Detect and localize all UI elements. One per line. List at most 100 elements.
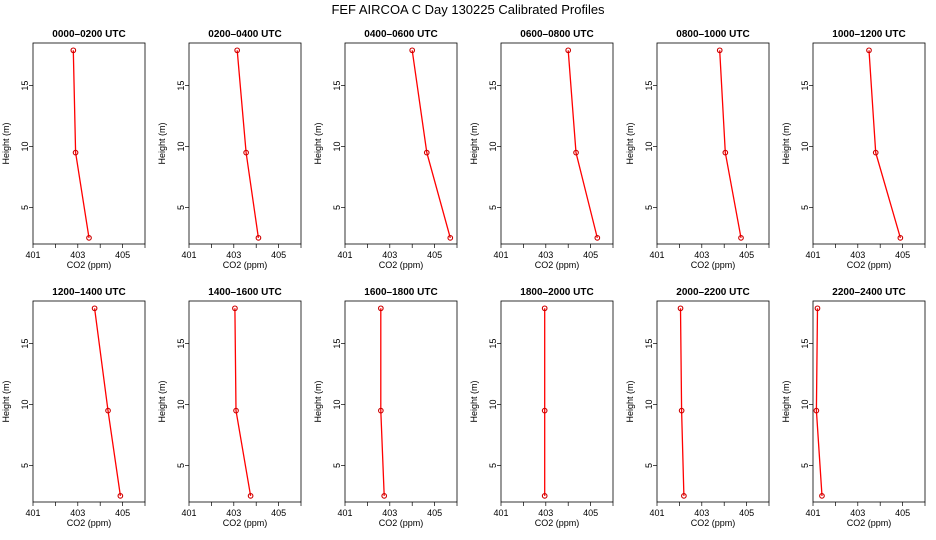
profile-line — [411, 50, 451, 239]
y-tick-label: 15 — [20, 339, 30, 349]
x-tick-label: 405 — [271, 250, 286, 260]
x-tick-label: 403 — [226, 508, 241, 518]
data-point — [243, 149, 249, 156]
data-point — [381, 493, 388, 499]
x-axis-label: CO2 (ppm) — [847, 260, 892, 270]
x-axis-label: CO2 (ppm) — [67, 260, 112, 270]
y-tick-label: 10 — [800, 400, 810, 410]
data-point — [738, 235, 744, 241]
y-tick-label: 5 — [644, 463, 654, 468]
x-tick-label: 403 — [382, 250, 397, 260]
y-tick-label: 15 — [176, 339, 186, 349]
x-tick-label: 403 — [850, 508, 865, 518]
x-tick-label: 405 — [895, 250, 910, 260]
y-tick-label: 15 — [332, 339, 342, 349]
x-tick-label: 401 — [805, 508, 820, 518]
y-axis-label: Height (m) — [625, 122, 635, 164]
x-axis-label: CO2 (ppm) — [535, 518, 580, 528]
profile-line — [380, 308, 385, 496]
figure-title: FEF AIRCOA C Day 130225 Calibrated Profi… — [331, 2, 605, 17]
y-tick-label: 10 — [488, 142, 498, 152]
x-tick-label: 401 — [337, 508, 352, 518]
data-point — [814, 305, 821, 312]
x-tick-label: 403 — [850, 250, 865, 260]
panel-1: 0000–0200 UTC 401 403 405 5 10 15 CO2 (ppm) Heig… — [1, 29, 146, 270]
y-tick-label: 15 — [488, 81, 498, 91]
y-axis-label: Height (m) — [157, 380, 167, 422]
x-tick-label: 403 — [382, 508, 397, 518]
y-tick-label: 15 — [488, 339, 498, 349]
x-axis-label: CO2 (ppm) — [691, 518, 736, 528]
panel-10: 1800–2000 UTC 401 403 405 5 10 15 CO2 (ppm) Heig… — [469, 287, 614, 528]
profile-line — [72, 50, 90, 239]
x-tick-label: 405 — [895, 508, 910, 518]
x-axis-label: CO2 (ppm) — [379, 260, 424, 270]
x-tick-label: 405 — [427, 250, 442, 260]
data-point — [255, 235, 262, 241]
data-point — [677, 305, 684, 312]
panel-2: 0200–0400 UTC 401 403 405 5 10 15 CO2 (ppm) Heig… — [157, 29, 302, 270]
data-point — [866, 47, 872, 54]
y-axis-label: Height (m) — [313, 122, 323, 164]
x-tick-label: 403 — [226, 250, 241, 260]
panel-title: 2200–2400 UTC — [832, 287, 905, 298]
data-point — [423, 149, 430, 156]
data-point — [409, 47, 416, 54]
y-tick-label: 10 — [644, 400, 654, 410]
data-point — [541, 493, 548, 499]
x-tick-label: 403 — [70, 508, 85, 518]
data-point — [377, 407, 384, 414]
panel-8: 1400–1600 UTC 401 403 405 5 10 15 CO2 (ppm) Heig… — [157, 287, 302, 528]
data-point — [447, 235, 454, 241]
data-point — [722, 149, 729, 156]
y-tick-label: 10 — [488, 400, 498, 410]
data-point — [233, 407, 239, 414]
panel-11: 2000–2200 UTC 401 403 405 5 10 15 CO2 (ppm) Heig… — [625, 287, 770, 528]
plot-frame — [32, 300, 146, 503]
x-tick-label: 405 — [583, 250, 598, 260]
y-axis-label: Height (m) — [469, 380, 479, 422]
x-axis-label: CO2 (ppm) — [847, 518, 892, 528]
x-tick-label: 405 — [115, 250, 130, 260]
y-tick-label: 10 — [332, 400, 342, 410]
y-tick-label: 5 — [20, 205, 30, 210]
panel-5: 0800–1000 UTC 401 403 405 5 10 15 CO2 (ppm) Heig… — [625, 29, 770, 270]
panel-title: 1400–1600 UTC — [208, 287, 281, 298]
x-tick-label: 401 — [25, 508, 40, 518]
profile-line — [868, 50, 902, 239]
panel-7: 1200–1400 UTC 401 403 405 5 10 15 CO2 (ppm) Heig… — [1, 287, 146, 528]
plot-frame — [500, 300, 614, 503]
y-tick-label: 10 — [332, 142, 342, 152]
y-tick-label: 15 — [644, 81, 654, 91]
data-point — [72, 149, 79, 156]
y-tick-label: 15 — [800, 81, 810, 91]
x-tick-label: 401 — [493, 250, 508, 260]
data-point — [716, 47, 723, 54]
plot-frame — [32, 42, 146, 245]
x-axis-label: CO2 (ppm) — [67, 518, 112, 528]
y-tick-label: 5 — [800, 463, 810, 468]
x-axis-label: CO2 (ppm) — [535, 260, 580, 270]
x-tick-label: 405 — [271, 508, 286, 518]
panel-title: 2000–2200 UTC — [676, 287, 749, 298]
y-tick-label: 10 — [20, 400, 30, 410]
y-tick-label: 10 — [644, 142, 654, 152]
y-axis-label: Height (m) — [157, 122, 167, 164]
data-point — [813, 407, 820, 414]
y-tick-label: 5 — [176, 205, 186, 210]
panel-12: 2200–2400 UTC 401 403 405 5 10 15 CO2 (ppm) Heig… — [781, 287, 926, 528]
y-tick-label: 5 — [20, 463, 30, 468]
x-tick-label: 401 — [25, 250, 40, 260]
panel-title: 1200–1400 UTC — [52, 287, 125, 298]
y-tick-label: 15 — [800, 339, 810, 349]
x-axis-label: CO2 (ppm) — [379, 518, 424, 528]
x-axis-label: CO2 (ppm) — [223, 260, 268, 270]
profile-line — [234, 308, 252, 497]
x-tick-label: 401 — [181, 508, 196, 518]
data-point — [86, 235, 92, 241]
y-tick-label: 10 — [176, 142, 186, 152]
data-point — [247, 493, 254, 499]
y-tick-label: 15 — [644, 339, 654, 349]
panel-title: 0600–0800 UTC — [520, 29, 593, 40]
data-point — [232, 305, 238, 312]
